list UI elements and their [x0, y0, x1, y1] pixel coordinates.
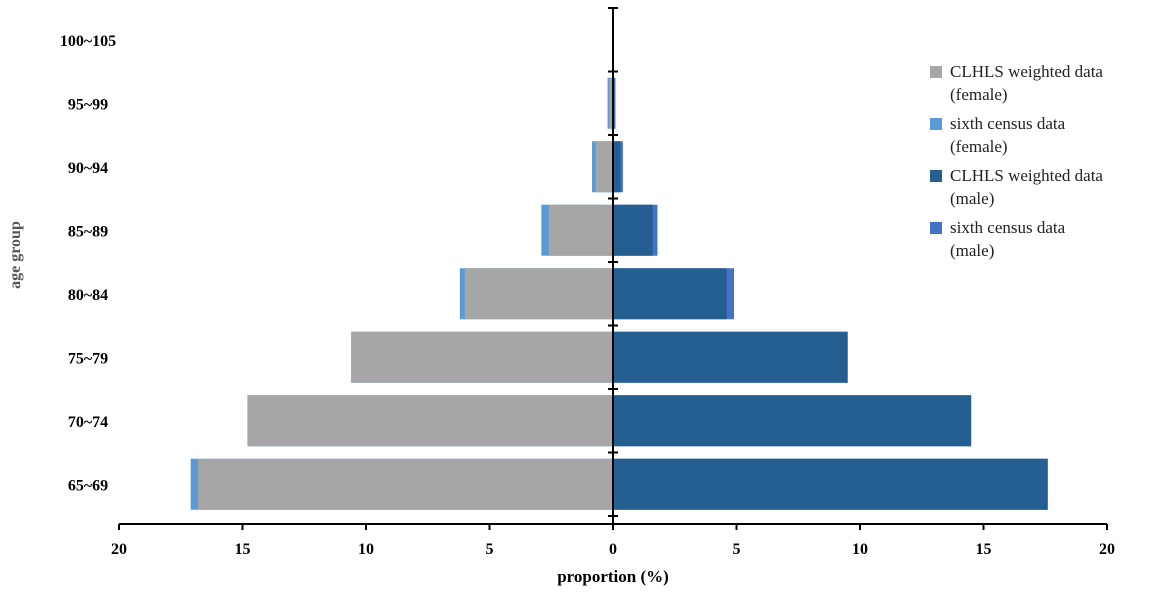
legend-label: sixth census data (female) [950, 114, 1066, 156]
category-label: 90~94 [68, 160, 108, 177]
category-label: 85~89 [68, 223, 108, 240]
female-clhls-bar [548, 204, 613, 256]
legend-swatch [930, 66, 942, 78]
category-label: 100~105 [60, 33, 116, 50]
legend: CLHLS weighted data (female) sixth census … [930, 60, 1160, 268]
x-tick-label: 15 [976, 541, 992, 558]
x-tick-label: 5 [486, 541, 494, 558]
male-clhls-bar [613, 331, 848, 383]
male-clhls-bar [613, 268, 727, 320]
legend-label: CLHLS weighted data (female) [950, 62, 1103, 104]
x-tick-label: 10 [852, 541, 868, 558]
female-clhls-bar [247, 395, 613, 447]
x-axis-title: proportion (%) [557, 567, 669, 586]
x-tick-label: 20 [1099, 541, 1115, 558]
legend-swatch [930, 118, 942, 130]
axes-group: 65~69 70~74 75~79 80~84 85~89 90~94 95~99 100~1… [60, 7, 1115, 558]
female-clhls-bar [464, 268, 613, 320]
legend-item: CLHLS weighted data (female) [930, 60, 1160, 106]
legend-label: CLHLS weighted data (male) [950, 166, 1103, 208]
legend-item: CLHLS weighted data (male) [930, 164, 1160, 210]
x-tick-label: 10 [358, 541, 374, 558]
x-tick-label: 20 [111, 541, 127, 558]
legend-item: sixth census data (male) [930, 216, 1160, 262]
male-clhls-bar [613, 141, 621, 193]
female-clhls-bar [198, 458, 614, 510]
female-clhls-bar [609, 77, 613, 129]
category-label: 80~84 [68, 287, 108, 304]
male-clhls-bar [613, 204, 653, 256]
category-label: 70~74 [68, 414, 108, 431]
category-label: 95~99 [68, 96, 108, 113]
male-clhls-bar [613, 395, 972, 447]
legend-label: sixth census data (male) [950, 218, 1066, 260]
female-clhls-bar [595, 141, 613, 193]
category-label: 75~79 [68, 350, 108, 367]
legend-item: sixth census data (female) [930, 112, 1160, 158]
category-label: 65~69 [68, 477, 108, 494]
x-tick-label: 5 [733, 541, 741, 558]
y-axis-title: age group [7, 221, 24, 289]
x-tick-label: 15 [235, 541, 251, 558]
female-clhls-bar [351, 331, 613, 383]
bars-group [190, 77, 1048, 510]
legend-swatch [930, 222, 942, 234]
x-tick-label: 0 [609, 541, 617, 558]
male-clhls-bar [613, 458, 1048, 510]
legend-swatch [930, 170, 942, 182]
